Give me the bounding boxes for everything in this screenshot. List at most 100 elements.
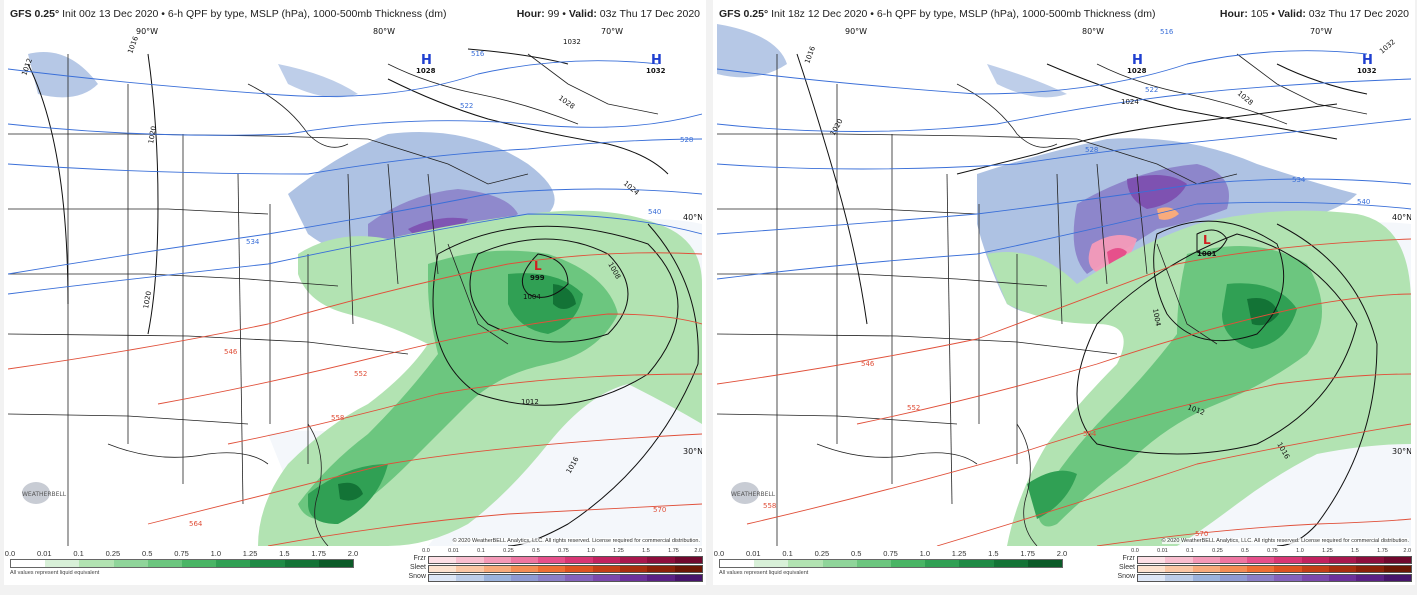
weather-map: 90°W 80°W 70°W 40°N 30°N 1012 1016 1020 … [8,24,702,546]
high-pressure-center: H 1028 [1127,53,1147,75]
legend: 0.0 0.01 0.1 0.25 0.5 0.75 1.0 1.25 1.5 … [713,546,1415,585]
type-swatch [483,557,511,563]
type-swatch [1274,557,1302,563]
high-pressure-center: H 1032 [646,53,666,75]
thickness-label: 552 [907,404,920,412]
map-panel-left: GFS 0.25° Init 00z 13 Dec 2020 • 6-h QPF… [4,0,706,585]
type-swatch [1274,566,1302,572]
qpf-swatch [720,560,755,567]
type-swatch [483,566,511,572]
type-swatch [565,566,593,572]
isobar-label: 1020 [142,290,153,309]
qpf-swatch [754,560,789,567]
panel-header: GFS 0.25° Init 00z 13 Dec 2020 • 6-h QPF… [4,0,706,24]
thickness-label: 570 [1195,530,1208,538]
type-swatch [1356,557,1384,563]
thickness-label: 516 [471,50,485,58]
type-swatch [1247,557,1275,563]
qpf-swatch [822,560,857,567]
qpf-swatch [1027,560,1063,567]
qpf-swatch [925,560,960,567]
lat-label: 30°N [1392,447,1411,456]
type-swatch [429,566,457,572]
type-swatch [1383,557,1411,563]
thickness-label: 534 [1292,176,1306,184]
type-swatch [1301,575,1330,581]
svg-text:WEATHERBELL: WEATHERBELL [22,491,67,498]
type-swatch [1219,566,1248,572]
thickness-label: 528 [680,136,693,144]
type-swatch [1165,557,1193,563]
type-swatch [456,557,484,563]
thickness-label: 540 [1357,198,1370,206]
type-swatch [592,557,621,563]
panel-header: GFS 0.25° Init 18z 12 Dec 2020 • 6-h QPF… [713,0,1415,24]
type-swatch [674,557,702,563]
isobar-label: 1024 [1121,98,1139,106]
type-swatch [647,575,675,581]
map-canvas: 90°W 80°W 70°W 40°N 30°N 1016 1020 1024 … [717,24,1411,546]
svg-text:1028: 1028 [1127,67,1147,75]
type-swatch [674,575,702,581]
qpf-legend-ticks: 0.0 0.01 0.1 0.25 0.5 0.75 1.0 1.25 1.5 … [713,549,1068,558]
type-swatch [674,566,702,572]
svg-text:H: H [1132,53,1143,68]
type-swatch [1138,575,1166,581]
type-swatch [456,566,484,572]
type-swatch [510,566,539,572]
svg-text:1001: 1001 [1197,250,1217,258]
thickness-label: 522 [460,102,473,110]
type-swatch [429,575,457,581]
precip-type-legend: 0.0 0.01 0.1 0.25 0.5 0.75 1.0 1.25 1.5 … [404,548,704,584]
isobar-label: 1032 [563,38,581,46]
thickness-label: 528 [1085,146,1098,154]
type-swatch [510,557,539,563]
forecast-hour: Hour: 99 • Valid: 03z Thu 17 Dec 2020 [516,8,700,20]
qpf-swatch [147,560,183,567]
type-swatch [1138,557,1166,563]
type-legend-ticks: 0.0 0.01 0.1 0.25 0.5 0.75 1.0 1.25 1.5 … [1131,548,1412,554]
precip-type-legend: 0.0 0.01 0.1 0.25 0.5 0.75 1.0 1.25 1.5 … [1113,548,1413,584]
type-swatch [565,575,593,581]
qpf-swatch [250,560,285,567]
lon-label: 80°W [373,27,395,36]
type-swatch [1247,575,1275,581]
copyright-notice: © 2020 WeatherBELL Analytics, LLC. All r… [452,538,700,544]
svg-text:WEATHERBELL: WEATHERBELL [731,491,776,498]
type-swatch [1274,575,1302,581]
thickness-label: 540 [648,208,661,216]
qpf-swatch [284,560,319,567]
lat-label: 30°N [683,447,702,456]
qpf-swatch [11,560,46,567]
high-pressure-center: H 1032 [1357,53,1377,75]
type-swatch [538,557,566,563]
qpf-note: All values represent liquid equivalent [719,570,809,576]
type-swatch [1192,575,1220,581]
type-swatch [1356,566,1384,572]
isobar-label: 1004 [523,293,541,301]
forecast-hour: Hour: 105 • Valid: 03z Thu 17 Dec 2020 [1219,8,1409,20]
svg-text:1032: 1032 [1357,67,1377,75]
type-swatch [429,557,457,563]
svg-text:H: H [651,53,662,68]
type-swatch [647,557,675,563]
lon-label: 90°W [845,27,867,36]
type-swatch [1383,566,1411,572]
type-legend-ticks: 0.0 0.01 0.1 0.25 0.5 0.75 1.0 1.25 1.5 … [422,548,703,554]
qpf-swatch [318,560,354,567]
lat-label: 40°N [1392,213,1411,222]
type-swatch [1301,566,1330,572]
type-swatch [1329,575,1357,581]
snow-row: Snow [404,573,704,582]
thickness-label: 564 [189,520,203,528]
svg-text:L: L [1203,233,1211,247]
lat-label: 40°N [683,213,702,222]
type-swatch [620,557,648,563]
svg-text:1032: 1032 [646,67,666,75]
map-canvas: 90°W 80°W 70°W 40°N 30°N 1012 1016 1020 … [8,24,702,546]
weather-map: 90°W 80°W 70°W 40°N 30°N 1016 1020 1024 … [717,24,1411,546]
thickness-label: 552 [354,370,367,378]
lon-label: 70°W [601,27,623,36]
type-swatch [1383,575,1411,581]
qpf-swatch [182,560,217,567]
